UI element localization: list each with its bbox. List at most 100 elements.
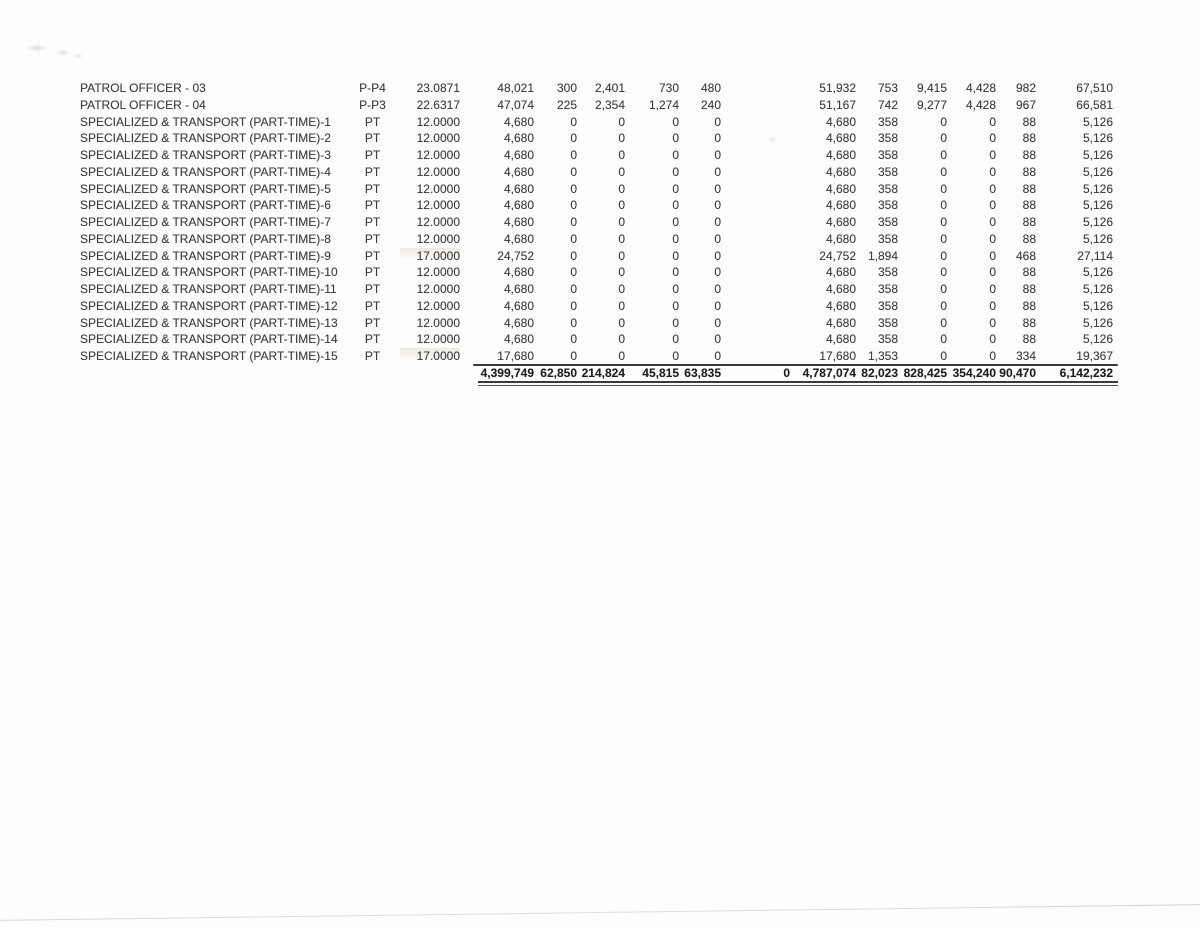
cell-value: 66,581: [1076, 97, 1113, 112]
cell-value: 4,680: [503, 315, 534, 330]
cell-value: 358: [877, 298, 898, 313]
table-row: SPECIALIZED & TRANSPORT (PART-TIME)-3 PT…: [80, 147, 1113, 164]
cell-value: 240: [700, 97, 721, 112]
cell-grade: P-P4: [359, 81, 386, 95]
cell-value: 4,680: [503, 282, 534, 296]
cell-value: [721, 281, 790, 298]
cell-value: 1,274: [648, 97, 679, 112]
cell-grade: PT: [364, 215, 381, 229]
cell-position: [80, 365, 345, 382]
cell-value: 0: [940, 198, 947, 213]
cell-position: SPECIALIZED & TRANSPORT (PART-TIME)-14: [80, 332, 338, 347]
cell-value: 47,074: [497, 97, 534, 112]
cell-value: 0: [989, 265, 996, 280]
cell-position: SPECIALIZED & TRANSPORT (PART-TIME)-9: [80, 248, 331, 263]
cell-value: 17,680: [819, 349, 856, 363]
cell-value: 0: [672, 231, 679, 246]
cell-value: 0: [570, 114, 577, 129]
cell-value: 0: [714, 265, 721, 280]
cell-value: 6,142,232: [1059, 365, 1113, 380]
cell-value: 0: [570, 131, 577, 146]
cell-value: 0: [940, 248, 947, 263]
cell-grade: PT: [364, 114, 381, 129]
cell-value: 88: [1022, 164, 1036, 179]
cell-value: 4,680: [825, 282, 856, 296]
cell-value: 5,126: [1082, 332, 1113, 347]
cell-value: [721, 181, 790, 198]
cell-value: 0: [672, 131, 679, 146]
cell-grade: PT: [364, 265, 381, 280]
cell-value: 4,680: [503, 231, 534, 246]
cell-value: 27,114: [1077, 248, 1113, 263]
cell-value: 4,399,749: [480, 365, 534, 380]
cell-value: 5,126: [1082, 315, 1113, 330]
cell-value: 90,470: [999, 365, 1036, 380]
cell-value: 300: [556, 81, 577, 95]
cell-value: 0: [940, 164, 947, 179]
scan-smudge: [56, 50, 70, 55]
cell-position: SPECIALIZED & TRANSPORT (PART-TIME)-7: [80, 215, 331, 229]
cell-position: SPECIALIZED & TRANSPORT (PART-TIME)-6: [80, 198, 331, 213]
cell-value: [721, 130, 790, 147]
cell-value: 0: [714, 131, 721, 146]
cell-value: [721, 80, 790, 97]
cell-value: 0: [989, 181, 996, 196]
cell-value: 0: [618, 131, 625, 146]
cell-value: 0: [672, 282, 679, 296]
table-row: SPECIALIZED & TRANSPORT (PART-TIME)-12 P…: [80, 298, 1113, 315]
cell-value: 0: [940, 315, 947, 330]
cell-rate: 12.0000: [416, 231, 460, 246]
cell-value: 0: [714, 215, 721, 229]
cell-value: 468: [1015, 248, 1036, 263]
table-row: SPECIALIZED & TRANSPORT (PART-TIME)-15 P…: [80, 348, 1113, 365]
cell-value: 5,126: [1082, 231, 1113, 246]
cell-value: 334: [1015, 349, 1036, 363]
cell-value: 480: [700, 81, 721, 95]
cell-grade: PT: [364, 282, 381, 296]
cell-value: 4,680: [503, 114, 534, 129]
cell-value: 0: [989, 315, 996, 330]
table-row: SPECIALIZED & TRANSPORT (PART-TIME)-14 P…: [80, 331, 1113, 348]
cell-value: 0: [570, 181, 577, 196]
totals-row: 4,399,749 62,850 214,824 45,815 63,835 0…: [80, 365, 1113, 382]
cell-grade: PT: [364, 315, 381, 330]
cell-position: SPECIALIZED & TRANSPORT (PART-TIME)-3: [80, 148, 331, 162]
cell-rate: 22.6317: [416, 97, 460, 112]
cell-value: 4,680: [825, 181, 856, 196]
cell-position: SPECIALIZED & TRANSPORT (PART-TIME)-4: [80, 164, 331, 179]
cell-position: SPECIALIZED & TRANSPORT (PART-TIME)-11: [80, 282, 337, 296]
cell-value: [721, 264, 790, 281]
cell-value: 88: [1022, 315, 1036, 330]
cell-grade: [345, 365, 400, 382]
cell-value: 5,126: [1082, 215, 1113, 229]
cell-rate: 17.0000: [400, 348, 460, 365]
cell-grade: PT: [364, 332, 381, 347]
totals-double-underline: [478, 381, 1118, 386]
cell-value: 5,126: [1082, 181, 1113, 196]
cell-value: 1,353: [867, 349, 898, 363]
cell-value: 358: [877, 332, 898, 347]
cell-value: 62,850: [540, 365, 577, 380]
cell-value: 0: [618, 164, 625, 179]
cell-value: 4,680: [503, 148, 534, 162]
scan-smudge: [26, 45, 48, 51]
cell-grade: PT: [364, 164, 381, 179]
cell-value: 0: [714, 164, 721, 179]
cell-value: 0: [989, 164, 996, 179]
scan-speck: [768, 137, 777, 142]
cell-rate: 12.0000: [416, 148, 460, 162]
cell-position: SPECIALIZED & TRANSPORT (PART-TIME)-8: [80, 231, 331, 246]
cell-rate: 12.0000: [416, 164, 460, 179]
cell-value: 1,894: [867, 248, 898, 263]
cell-value: 0: [940, 131, 947, 146]
cell-value: 0: [672, 298, 679, 313]
cell-position: SPECIALIZED & TRANSPORT (PART-TIME)-12: [80, 298, 338, 313]
cell-value: 0: [618, 265, 625, 280]
cell-value: 0: [570, 349, 577, 363]
cell-value: 4,680: [825, 231, 856, 246]
cell-value: [721, 315, 790, 332]
cell-rate: 12.0000: [416, 131, 460, 146]
cell-position: SPECIALIZED & TRANSPORT (PART-TIME)-1: [80, 114, 331, 129]
cell-value: 0: [989, 215, 996, 229]
